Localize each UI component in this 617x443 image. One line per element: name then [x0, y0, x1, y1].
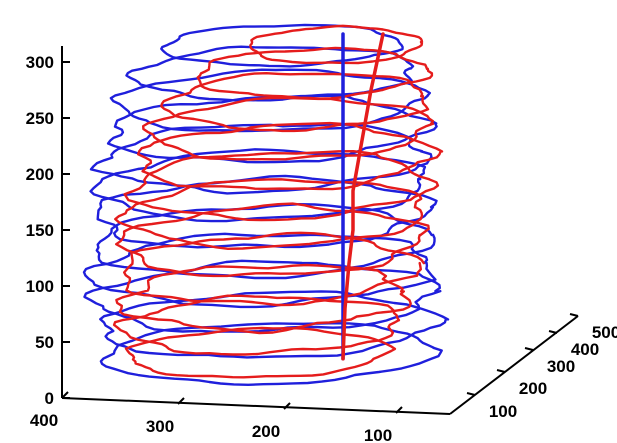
y-tick-mark: [496, 369, 506, 373]
contour-slice: [115, 263, 412, 335]
x-tick-mark: [283, 402, 291, 410]
x-axis-ticks: 400 300 200 100: [30, 391, 403, 443]
y-tick-label: 400: [571, 340, 599, 359]
contour-slice: [122, 231, 425, 307]
z-tick-label: 50: [35, 333, 54, 352]
contour-slice: [160, 71, 430, 133]
y-tick-mark: [548, 330, 558, 334]
x-tick-mark: [395, 406, 403, 414]
contour-slice: [83, 259, 442, 333]
contour-slice: [124, 326, 397, 379]
contour-slice: [99, 322, 443, 386]
centerline-layer: [341, 32, 385, 361]
y-tick-mark: [569, 313, 579, 317]
contour-slice: [136, 121, 444, 191]
contour-slice: [99, 290, 450, 359]
contour-slice: [196, 46, 434, 100]
x-tick-label: 300: [146, 417, 174, 436]
y-tick-label: 500: [592, 323, 617, 342]
x-tick-label: 400: [30, 411, 58, 430]
y-tick-label: 100: [489, 402, 517, 421]
x-tick-label: 200: [252, 422, 280, 441]
axes-layer: [61, 46, 579, 415]
contour-slice: [96, 174, 438, 249]
y-tick-label: 300: [547, 357, 575, 376]
contour-slice: [114, 202, 430, 278]
x-tick-mark: [61, 391, 69, 399]
y-tick-mark: [466, 392, 476, 396]
z-tick-label: 100: [26, 277, 54, 296]
red-centerline: [341, 32, 385, 361]
z-tick-label: 0: [45, 389, 54, 408]
x-tick-label: 100: [364, 426, 392, 443]
contour-slice: [141, 96, 435, 161]
contour-slice: [249, 24, 424, 65]
y-tick-mark: [524, 347, 534, 351]
z-tick-label: 250: [26, 109, 54, 128]
contour-layer: [82, 23, 450, 386]
z-axis-ticks: 0 50 100 150 200 250 300: [26, 53, 70, 408]
z-tick-label: 300: [26, 53, 54, 72]
x-axis-line: [61, 397, 451, 415]
z-tick-label: 200: [26, 165, 54, 184]
y-tick-label: 200: [519, 379, 547, 398]
x-tick-mark: [177, 397, 185, 405]
z-tick-label: 150: [26, 221, 54, 240]
